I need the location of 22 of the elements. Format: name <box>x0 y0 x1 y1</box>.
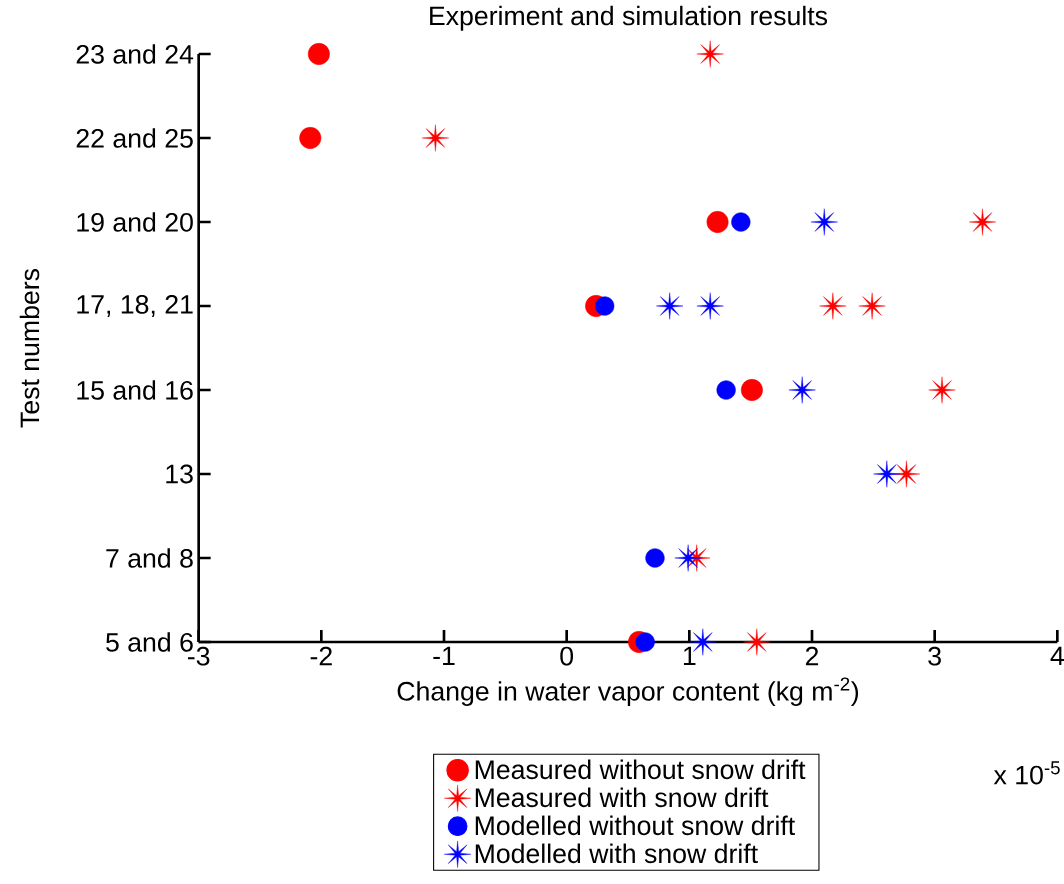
y-tick-label: 22 and 25 <box>76 128 193 148</box>
x-tick-label: 0 <box>560 646 574 666</box>
y-tick-label: 13 <box>166 464 193 484</box>
x-tick-label: 4 <box>1050 646 1064 666</box>
x-tick-label: -1 <box>433 646 455 666</box>
legend-label: Modelled with snow drift <box>475 843 758 864</box>
legend-label: Modelled without snow drift <box>475 815 795 836</box>
x-axis-title: Change in water vapor content (kg m$^{-2}$) <box>397 677 859 707</box>
x-tick-label: -2 <box>310 646 332 666</box>
text: x 10$^{-5}$ <box>993 761 1060 785</box>
y-tick-label: 17, 18, 21 <box>77 294 193 318</box>
y-tick-label: 23 and 24 <box>76 44 194 64</box>
legend-label: Measured without snow drift <box>475 759 806 780</box>
y-axis-title: Test numbers <box>19 268 40 428</box>
x-tick-label: 1 <box>683 646 696 666</box>
x-tick-label: 3 <box>928 646 941 666</box>
legend-label: Measured with snow drift <box>475 787 769 808</box>
y-tick-label: 15 and 16 <box>77 380 193 400</box>
chart-title: Experiment and simulation results <box>430 5 828 31</box>
y-tick-label: 19 and 20 <box>77 212 193 232</box>
y-tick-label: 7 and 8 <box>106 548 193 568</box>
x-tick-label: 2 <box>805 646 819 666</box>
